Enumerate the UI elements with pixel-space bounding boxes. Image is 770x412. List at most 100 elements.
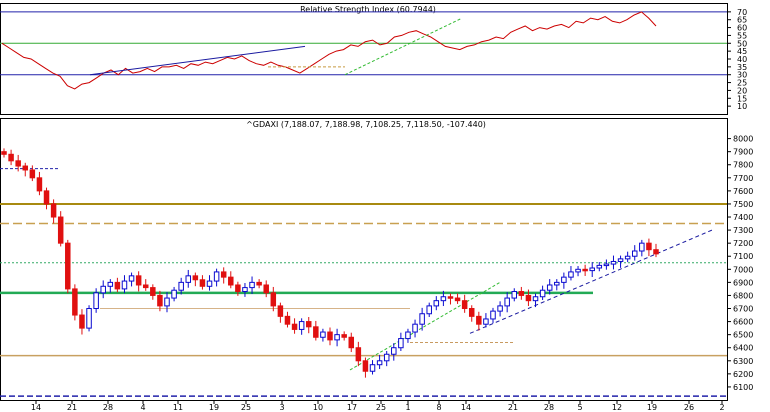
candle-up bbox=[419, 313, 425, 325]
candle-down bbox=[256, 281, 262, 286]
candle-up bbox=[610, 260, 617, 265]
candle-down bbox=[284, 315, 291, 325]
price-y-tick-label: 6800 bbox=[733, 291, 753, 300]
rsi-y-tick-label: 50 bbox=[737, 39, 747, 48]
candle-up bbox=[369, 364, 376, 372]
candle-up bbox=[497, 305, 503, 312]
candle-up bbox=[603, 263, 610, 267]
x-tick-label: 19 bbox=[647, 403, 657, 412]
rsi-title: Relative Strength Index (60.7944) bbox=[300, 5, 436, 14]
price-y-tick-label: 8000 bbox=[733, 135, 753, 144]
price-y-tick-label: 7900 bbox=[733, 148, 753, 157]
candle-up bbox=[426, 305, 432, 315]
candle-up bbox=[539, 289, 546, 298]
price-panel-frame bbox=[0, 118, 728, 401]
candle-up bbox=[128, 275, 135, 282]
candle-down bbox=[135, 275, 142, 286]
candle-up bbox=[86, 308, 92, 329]
candle-down bbox=[277, 305, 284, 317]
candle-down bbox=[36, 177, 43, 192]
candle-down bbox=[8, 153, 14, 162]
candle-up bbox=[249, 281, 255, 289]
x-tick-label: 2 bbox=[719, 403, 724, 412]
candle-up bbox=[298, 321, 305, 330]
rsi-y-tick-label: 65 bbox=[737, 16, 747, 25]
candle-down bbox=[327, 331, 333, 341]
uptrend-line-blue bbox=[469, 229, 713, 334]
rsi-trendline-dashed bbox=[344, 17, 463, 76]
rsi-y-tick-label: 40 bbox=[737, 55, 747, 64]
candle-down bbox=[461, 300, 468, 310]
candle-up bbox=[624, 255, 631, 260]
candle-down bbox=[43, 190, 50, 205]
candle-down bbox=[341, 334, 347, 338]
price-title: ^GDAXI (7,188.07, 7,188.98, 7,108.25, 7,… bbox=[246, 120, 486, 129]
candle-down bbox=[65, 242, 71, 290]
candle-down bbox=[454, 297, 461, 302]
x-tick-label: 14 bbox=[31, 403, 41, 412]
x-tick-label: 28 bbox=[544, 403, 554, 412]
candle-down bbox=[518, 291, 525, 296]
candle-down bbox=[15, 160, 21, 167]
price-y-tick-label: 6300 bbox=[733, 357, 753, 366]
candle-up bbox=[589, 267, 595, 272]
candle-down bbox=[235, 284, 241, 293]
price-y-tick-label: 7600 bbox=[733, 187, 753, 196]
candle-down bbox=[355, 347, 362, 362]
candle-down bbox=[220, 271, 227, 278]
candle-down bbox=[79, 314, 85, 329]
candle-down bbox=[142, 284, 149, 289]
rsi-y-tick-label: 35 bbox=[737, 63, 747, 72]
price-y-tick-label: 7400 bbox=[733, 213, 753, 222]
candle-up bbox=[213, 271, 220, 282]
candle-down bbox=[1, 151, 7, 155]
price-y-tick-label: 6100 bbox=[733, 383, 753, 392]
x-tick-label: 11 bbox=[173, 403, 183, 412]
x-tick-label: 3 bbox=[279, 403, 284, 412]
rsi-y-tick-label: 20 bbox=[737, 86, 747, 95]
uptrend-line-green bbox=[349, 281, 501, 371]
candle-up bbox=[596, 264, 603, 269]
rsi-y-tick-label: 45 bbox=[737, 47, 747, 56]
candle-up bbox=[376, 360, 383, 366]
candle-down bbox=[476, 315, 482, 325]
candle-down bbox=[362, 360, 369, 372]
price-y-tick-label: 7000 bbox=[733, 265, 753, 274]
price-y-tick-label: 7800 bbox=[733, 161, 753, 170]
x-tick-label: 25 bbox=[376, 403, 386, 412]
candle-up bbox=[405, 331, 411, 340]
x-tick-label: 5 bbox=[577, 403, 582, 412]
candle-up bbox=[639, 242, 645, 252]
candle-down bbox=[646, 242, 652, 251]
candle-up bbox=[511, 291, 518, 299]
price-plot bbox=[0, 148, 727, 397]
candle-down bbox=[199, 279, 206, 287]
candle-down bbox=[525, 294, 532, 302]
x-tick-label: 8 bbox=[436, 403, 441, 412]
candle-down bbox=[57, 216, 64, 244]
candle-up bbox=[554, 281, 560, 286]
candle-down bbox=[29, 169, 36, 179]
candle-up bbox=[617, 258, 624, 262]
rsi-y-tick-label: 30 bbox=[737, 71, 747, 80]
candle-down bbox=[150, 287, 156, 296]
candle-down bbox=[653, 249, 659, 255]
candle-up bbox=[185, 275, 192, 283]
candle-up bbox=[391, 347, 397, 355]
price-y-tick-label: 6900 bbox=[733, 278, 753, 287]
x-tick-label: 28 bbox=[103, 403, 113, 412]
candle-up bbox=[178, 281, 184, 291]
price-y-tick-label: 6700 bbox=[733, 305, 753, 314]
candle-down bbox=[192, 275, 199, 281]
price-y-tick-label: 6400 bbox=[733, 344, 753, 353]
candle-up bbox=[532, 296, 539, 302]
candle-up bbox=[383, 353, 390, 362]
candle-up bbox=[433, 300, 440, 307]
candle-down bbox=[22, 165, 29, 171]
price-y-tick-label: 6200 bbox=[733, 370, 753, 379]
x-tick-label: 10 bbox=[313, 403, 323, 412]
candle-up bbox=[546, 284, 553, 291]
candle-up bbox=[483, 318, 489, 325]
rsi-y-tick-label: 10 bbox=[737, 102, 747, 111]
x-tick-label: 14 bbox=[461, 403, 471, 412]
